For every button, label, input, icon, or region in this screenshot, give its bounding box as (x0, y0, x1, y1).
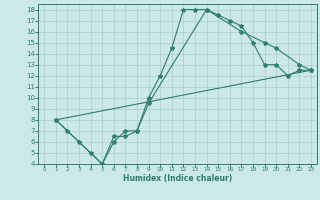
X-axis label: Humidex (Indice chaleur): Humidex (Indice chaleur) (123, 174, 232, 183)
